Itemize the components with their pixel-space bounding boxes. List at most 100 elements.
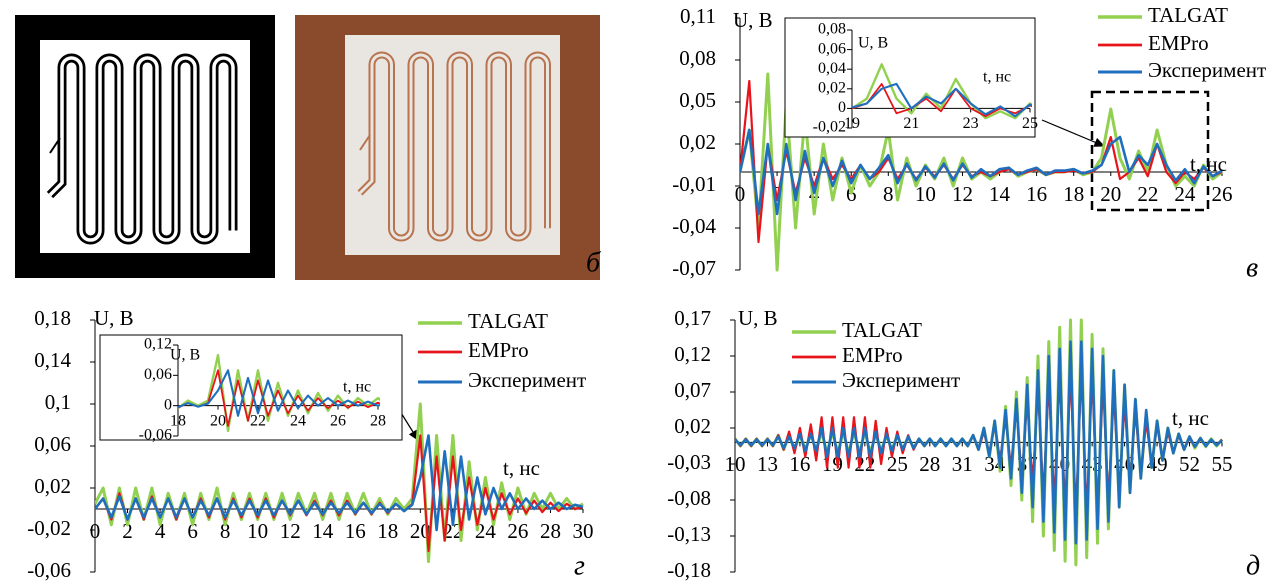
x-tick-label: 26 bbox=[1212, 182, 1233, 206]
x-tick-label: 8 bbox=[220, 519, 231, 543]
x-tick-label: 18 bbox=[170, 412, 186, 429]
y-tick-label: -0,07 bbox=[672, 256, 716, 280]
y-tick-label: 0,02 bbox=[34, 474, 71, 498]
series-line bbox=[95, 434, 584, 553]
series-line bbox=[178, 353, 380, 433]
x-tick-label: 12 bbox=[280, 519, 301, 543]
x-tick-label: 52 bbox=[1179, 452, 1200, 476]
legend-label: EMPro bbox=[468, 338, 529, 362]
legend-label: TALGAT bbox=[468, 309, 548, 333]
x-axis-title: t, нс bbox=[1190, 152, 1227, 176]
arrow bbox=[1041, 119, 1106, 147]
y-axis-title: U, В bbox=[858, 35, 888, 52]
x-tick-label: 40 bbox=[1049, 452, 1070, 476]
series-line bbox=[735, 340, 1223, 545]
x-tick-label: 16 bbox=[345, 519, 366, 543]
x-tick-label: 22 bbox=[250, 412, 266, 429]
x-tick-label: 16 bbox=[1026, 182, 1047, 206]
y-tick-label: 0,12 bbox=[674, 342, 711, 366]
panel-label: д bbox=[1246, 550, 1260, 581]
y-tick-label: 0,06 bbox=[144, 366, 172, 383]
x-tick-label: 14 bbox=[312, 519, 334, 543]
x-axis-title: t, нс bbox=[343, 379, 371, 396]
x-tick-label: 25 bbox=[887, 452, 908, 476]
meander-gap bbox=[358, 53, 549, 240]
x-tick-label: 28 bbox=[540, 519, 561, 543]
x-tick-label: 22 bbox=[1137, 182, 1158, 206]
x-tick-label: 20 bbox=[210, 412, 226, 429]
lead bbox=[49, 137, 61, 154]
y-tick-label: 0,12 bbox=[144, 336, 172, 353]
x-tick-label: 4 bbox=[155, 519, 166, 543]
series-line bbox=[852, 82, 1032, 118]
y-tick-label: 0,06 bbox=[34, 432, 71, 456]
y-tick-label: 0,17 bbox=[674, 306, 711, 330]
series-line bbox=[852, 83, 1032, 118]
zoom-box bbox=[1090, 90, 1210, 212]
y-tick-label: -0,03 bbox=[667, 450, 711, 474]
x-tick-label: 12 bbox=[952, 182, 973, 206]
y-tick-label: -0,02 bbox=[27, 516, 71, 540]
panel-label: г bbox=[574, 550, 585, 581]
legend-label: EMPro bbox=[842, 343, 903, 367]
x-tick-label: 55 bbox=[1212, 452, 1233, 476]
legend-label: Эксперимент bbox=[1148, 58, 1266, 82]
x-tick-label: 18 bbox=[377, 519, 398, 543]
y-tick-label: 0,07 bbox=[674, 378, 711, 402]
y-tick-label: 0,05 bbox=[679, 88, 716, 112]
lead bbox=[359, 134, 371, 151]
series-line bbox=[95, 434, 584, 532]
y-tick-label: -0,08 bbox=[667, 486, 711, 510]
x-tick-label: 16 bbox=[789, 452, 810, 476]
x-tick-label: 28 bbox=[370, 412, 386, 429]
y-tick-label: -0,13 bbox=[667, 522, 711, 546]
y-tick-label: 0,06 bbox=[818, 40, 846, 57]
legend-label: Эксперимент bbox=[842, 368, 960, 392]
y-tick-label: 0,14 bbox=[34, 348, 71, 372]
x-tick-label: 10 bbox=[915, 182, 936, 206]
x-tick-label: 26 bbox=[330, 412, 346, 429]
y-axis-title: U, В bbox=[94, 306, 134, 330]
legend-label: Эксперимент bbox=[468, 368, 586, 392]
x-tick-label: 18 bbox=[1063, 182, 1084, 206]
y-tick-label: 0,08 bbox=[679, 46, 716, 70]
x-tick-label: 10 bbox=[725, 452, 746, 476]
legend-label: TALGAT bbox=[842, 318, 922, 342]
series-line bbox=[740, 128, 1223, 216]
x-tick-label: 30 bbox=[573, 519, 594, 543]
x-tick-label: 0 bbox=[90, 519, 101, 543]
x-axis-title: t, нс bbox=[983, 69, 1011, 86]
x-tick-label: 0 bbox=[735, 182, 746, 206]
y-tick-label: 0,04 bbox=[818, 60, 846, 77]
inset-box bbox=[784, 17, 1036, 138]
x-tick-label: 28 bbox=[919, 452, 940, 476]
y-tick-label: -0,02 bbox=[813, 119, 846, 136]
x-tick-label: 22 bbox=[442, 519, 463, 543]
x-tick-label: 20 bbox=[1100, 182, 1121, 206]
x-tick-label: 31 bbox=[952, 452, 973, 476]
y-axis-title: U, В bbox=[733, 8, 773, 32]
x-tick-label: 6 bbox=[187, 519, 198, 543]
x-tick-label: 24 bbox=[290, 412, 306, 429]
x-tick-label: 24 bbox=[1174, 182, 1196, 206]
y-tick-label: -0,01 bbox=[672, 172, 716, 196]
x-tick-label: 24 bbox=[475, 519, 497, 543]
x-tick-label: 26 bbox=[507, 519, 528, 543]
x-tick-label: 25 bbox=[1022, 115, 1038, 132]
y-tick-label: -0,06 bbox=[139, 427, 172, 444]
x-axis-title: t, нс bbox=[1172, 406, 1209, 430]
y-tick-label: 0 bbox=[164, 396, 172, 413]
x-tick-label: 8 bbox=[883, 182, 894, 206]
y-tick-label: 0,02 bbox=[679, 130, 716, 154]
legend-label: EMPro bbox=[1148, 31, 1209, 55]
y-tick-label: 0,02 bbox=[674, 414, 711, 438]
x-axis-title: t, нс bbox=[503, 456, 540, 480]
x-tick-label: 2 bbox=[122, 519, 133, 543]
series-line bbox=[178, 369, 380, 417]
y-tick-label: 0,11 bbox=[680, 4, 716, 28]
y-tick-label: 0,08 bbox=[818, 21, 846, 38]
y-tick-label: -0,06 bbox=[27, 558, 71, 581]
x-tick-label: 13 bbox=[757, 452, 778, 476]
y-tick-label: 0,18 bbox=[34, 306, 71, 330]
y-tick-label: -0,18 bbox=[667, 558, 711, 581]
